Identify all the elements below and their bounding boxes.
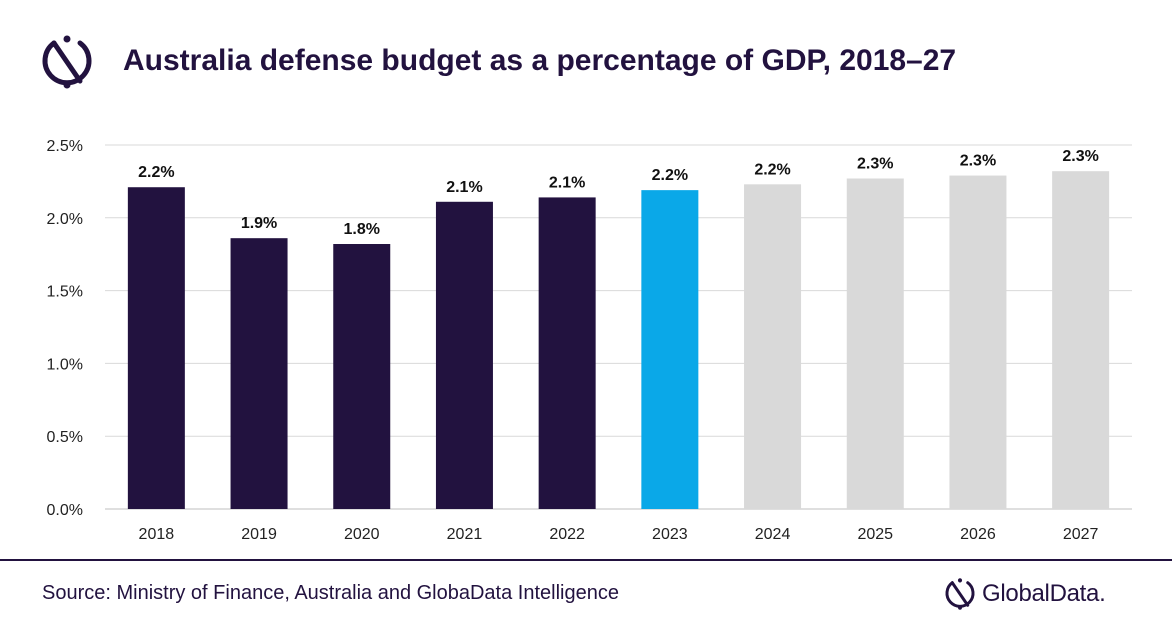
globaldata-brand-icon <box>945 578 975 610</box>
x-tick-label: 2024 <box>755 526 791 543</box>
x-tick-label: 2018 <box>139 526 175 543</box>
y-tick-label: 0.0% <box>47 502 83 519</box>
y-tick-label: 1.5% <box>47 284 83 301</box>
bar-2025 <box>846 178 904 509</box>
bar-2022 <box>538 197 596 509</box>
brand-logo: GlobalData. <box>944 576 1106 612</box>
globaldata-logo-icon <box>42 35 92 89</box>
data-label: 2.2% <box>138 164 174 181</box>
bar-chart: 0.0% 0.5% 1.0% 1.5% 2.0% 2.5% 2.2% 2018 1.9% 2019… <box>47 138 1132 543</box>
x-tick-label: 2020 <box>344 526 380 543</box>
header: Australia defense budget as a percentage… <box>0 0 1172 110</box>
page-title: Australia defense budget as a percentage… <box>123 44 957 77</box>
data-label: 1.8% <box>344 221 380 238</box>
x-tick-label: 2023 <box>652 526 688 543</box>
brand-name: GlobalData. <box>982 580 1106 607</box>
bar-2024 <box>744 184 802 509</box>
bar-2026 <box>949 175 1007 510</box>
data-label: 2.3% <box>960 153 996 170</box>
x-tick-label: 2026 <box>960 526 996 543</box>
y-tick-label: 1.0% <box>47 356 83 373</box>
x-tick-label: 2025 <box>857 526 893 543</box>
bar-2027 <box>1052 171 1110 509</box>
data-label: 2.1% <box>446 179 482 196</box>
data-label: 2.3% <box>857 155 893 172</box>
bar-2023 <box>641 190 699 510</box>
x-tick-label: 2021 <box>447 526 483 543</box>
data-label: 2.2% <box>652 167 688 184</box>
y-tick-label: 2.0% <box>47 211 83 228</box>
bar-2021 <box>435 201 493 509</box>
y-tick-label: 0.5% <box>47 429 83 446</box>
x-tick-label: 2022 <box>549 526 585 543</box>
x-tick-label: 2027 <box>1063 526 1099 543</box>
bar-2019 <box>230 238 288 509</box>
bar-2020 <box>333 244 391 509</box>
x-tick-label: 2019 <box>241 526 277 543</box>
data-label: 2.1% <box>549 174 585 191</box>
bar-2018 <box>127 187 185 509</box>
data-label: 2.3% <box>1062 148 1098 165</box>
data-label: 2.2% <box>754 161 790 178</box>
data-label: 1.9% <box>241 215 277 232</box>
y-tick-label: 2.5% <box>47 138 83 155</box>
source-note: Source: Ministry of Finance, Australia a… <box>42 582 619 604</box>
footer-divider <box>0 559 1172 561</box>
